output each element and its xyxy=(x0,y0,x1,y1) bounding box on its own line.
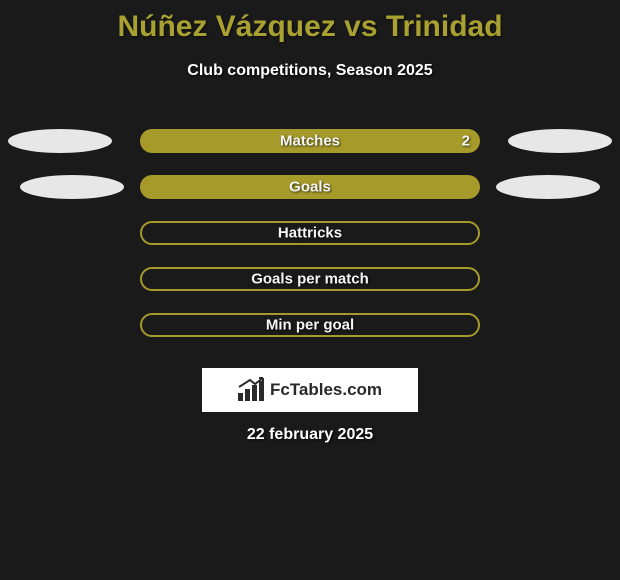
shadow-ellipse-right xyxy=(496,175,600,199)
date-label: 22 february 2025 xyxy=(0,426,620,444)
stat-label: Goals per match xyxy=(251,271,369,288)
stat-label: Min per goal xyxy=(266,317,354,334)
stat-row: Matches 2 xyxy=(0,118,620,164)
logo-bars-icon xyxy=(238,379,264,401)
stat-bar: Hattricks xyxy=(140,221,480,245)
stat-bar: Goals per match xyxy=(140,267,480,291)
stat-value: 2 xyxy=(462,133,470,150)
fctables-logo: FcTables.com xyxy=(202,368,418,412)
stat-label: Hattricks xyxy=(278,225,342,242)
shadow-ellipse-right xyxy=(508,129,612,153)
stat-row: Min per goal xyxy=(0,302,620,348)
stat-row: Goals xyxy=(0,164,620,210)
stat-row: Hattricks xyxy=(0,210,620,256)
stat-bar: Matches 2 xyxy=(140,129,480,153)
shadow-ellipse-left xyxy=(8,129,112,153)
stat-bar: Goals xyxy=(140,175,480,199)
logo-text: FcTables.com xyxy=(270,380,382,400)
stat-label: Matches xyxy=(280,133,340,150)
stat-label: Goals xyxy=(289,179,331,196)
stats-rows: Matches 2 Goals Hattricks Goals per match Min… xyxy=(0,118,620,348)
shadow-ellipse-left xyxy=(20,175,124,199)
stat-row: Goals per match xyxy=(0,256,620,302)
page-title: Núñez Vázquez vs Trinidad xyxy=(0,0,620,44)
stat-bar: Min per goal xyxy=(140,313,480,337)
subtitle: Club competitions, Season 2025 xyxy=(0,62,620,80)
